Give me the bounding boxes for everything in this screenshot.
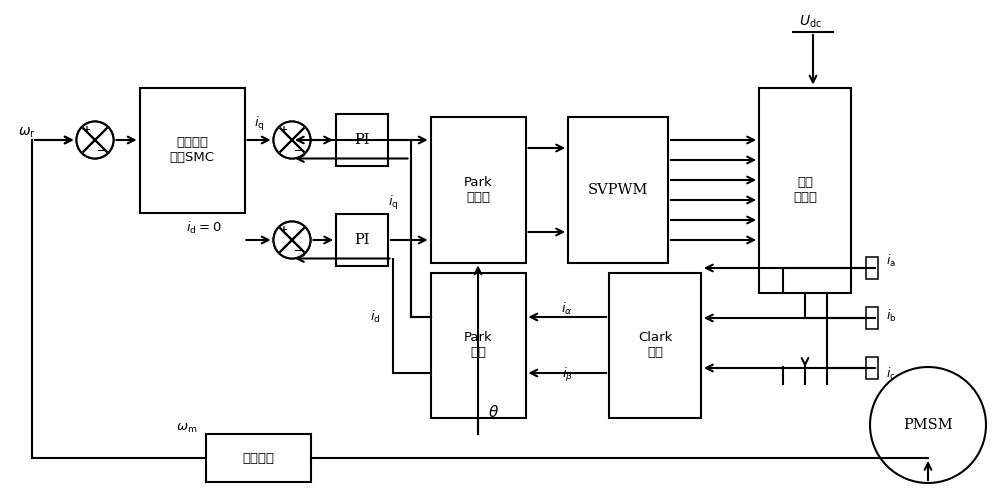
Text: $i_{\rm q}$: $i_{\rm q}$	[254, 115, 264, 133]
Circle shape	[274, 222, 310, 258]
Bar	[609, 272, 701, 418]
Ellipse shape	[870, 367, 986, 483]
Text: $i_{\rm q}$: $i_{\rm q}$	[388, 194, 399, 212]
Bar	[866, 307, 878, 329]
Text: −: −	[97, 146, 107, 156]
Text: PI: PI	[354, 233, 370, 247]
Bar	[866, 257, 878, 279]
Text: $i_{\rm c}$: $i_{\rm c}$	[886, 366, 896, 382]
Text: $\theta$: $\theta$	[488, 404, 499, 420]
Text: $i_{\rm d}$: $i_{\rm d}$	[370, 308, 380, 324]
Bar	[336, 114, 388, 166]
Text: −: −	[294, 146, 304, 156]
Text: +: +	[82, 126, 90, 136]
Text: Park
逆变换: Park 逆变换	[464, 176, 492, 204]
Circle shape	[274, 122, 310, 158]
Circle shape	[76, 122, 114, 158]
Text: +: +	[279, 126, 287, 136]
Text: $U_{\rm dc}$: $U_{\rm dc}$	[799, 14, 823, 30]
Bar	[140, 88, 245, 212]
Text: 自适应趋
近律SMC: 自适应趋 近律SMC	[170, 136, 214, 164]
Text: $i_{\beta}$: $i_{\beta}$	[562, 366, 573, 384]
Text: $i_{\rm d}{=}0$: $i_{\rm d}{=}0$	[186, 220, 222, 236]
Text: $i_{\rm b}$: $i_{\rm b}$	[886, 308, 896, 324]
Text: 位置检测: 位置检测	[242, 452, 274, 464]
Bar	[866, 357, 878, 379]
Circle shape	[76, 122, 114, 158]
Text: −: −	[294, 246, 304, 256]
Text: 三相
逆变器: 三相 逆变器	[793, 176, 817, 204]
Bar	[206, 434, 311, 482]
Text: +: +	[279, 226, 287, 235]
Text: −: −	[97, 146, 107, 156]
Bar	[431, 272, 526, 418]
Bar	[759, 88, 851, 292]
Text: +: +	[279, 126, 287, 136]
Bar	[431, 118, 526, 262]
Text: $i_{\rm a}$: $i_{\rm a}$	[886, 253, 896, 269]
Text: $\omega_{\rm r}$: $\omega_{\rm r}$	[18, 126, 36, 140]
Text: +: +	[279, 226, 287, 235]
Text: Park
变换: Park 变换	[464, 331, 492, 359]
Text: $\omega_{\rm m}$: $\omega_{\rm m}$	[176, 422, 198, 434]
Bar	[568, 118, 668, 262]
Circle shape	[274, 122, 310, 158]
Text: $i_{\alpha}$: $i_{\alpha}$	[561, 301, 573, 317]
Text: −: −	[294, 146, 304, 156]
Bar	[336, 214, 388, 266]
Circle shape	[274, 222, 310, 258]
Text: PMSM: PMSM	[903, 418, 953, 432]
Text: +: +	[82, 126, 90, 136]
Text: Clark
变换: Clark 变换	[638, 331, 672, 359]
Text: SVPWM: SVPWM	[588, 183, 648, 197]
Text: −: −	[294, 246, 304, 256]
Text: PI: PI	[354, 133, 370, 147]
